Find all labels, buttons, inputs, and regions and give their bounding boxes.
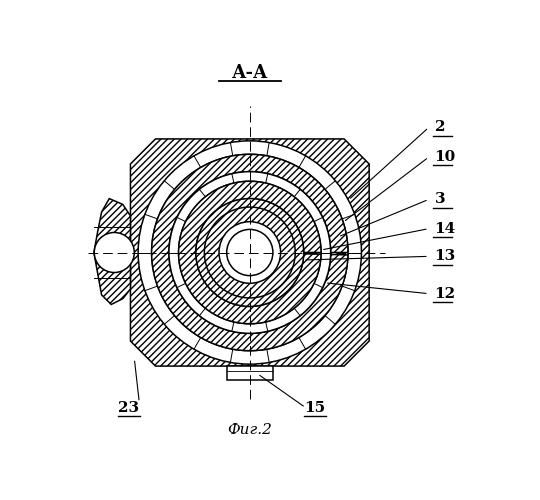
Text: 14: 14 xyxy=(435,222,456,235)
Polygon shape xyxy=(131,139,369,366)
Text: 13: 13 xyxy=(435,250,456,264)
Polygon shape xyxy=(227,366,273,380)
Circle shape xyxy=(152,154,348,350)
Text: 3: 3 xyxy=(435,192,445,206)
Circle shape xyxy=(94,232,134,272)
Circle shape xyxy=(196,198,303,306)
Circle shape xyxy=(169,172,330,334)
Text: 23: 23 xyxy=(118,400,139,414)
Text: 2: 2 xyxy=(435,120,445,134)
Text: А-А: А-А xyxy=(232,64,268,82)
Polygon shape xyxy=(94,198,131,304)
Polygon shape xyxy=(179,182,321,324)
Circle shape xyxy=(227,230,273,276)
Circle shape xyxy=(179,182,321,324)
Polygon shape xyxy=(152,154,348,350)
Circle shape xyxy=(138,141,361,364)
Circle shape xyxy=(219,222,281,284)
Text: 12: 12 xyxy=(435,286,456,300)
Polygon shape xyxy=(213,216,286,289)
Text: Фиг.2: Фиг.2 xyxy=(227,424,272,438)
Text: 10: 10 xyxy=(435,150,456,164)
Text: 15: 15 xyxy=(305,400,326,414)
Circle shape xyxy=(204,207,295,298)
